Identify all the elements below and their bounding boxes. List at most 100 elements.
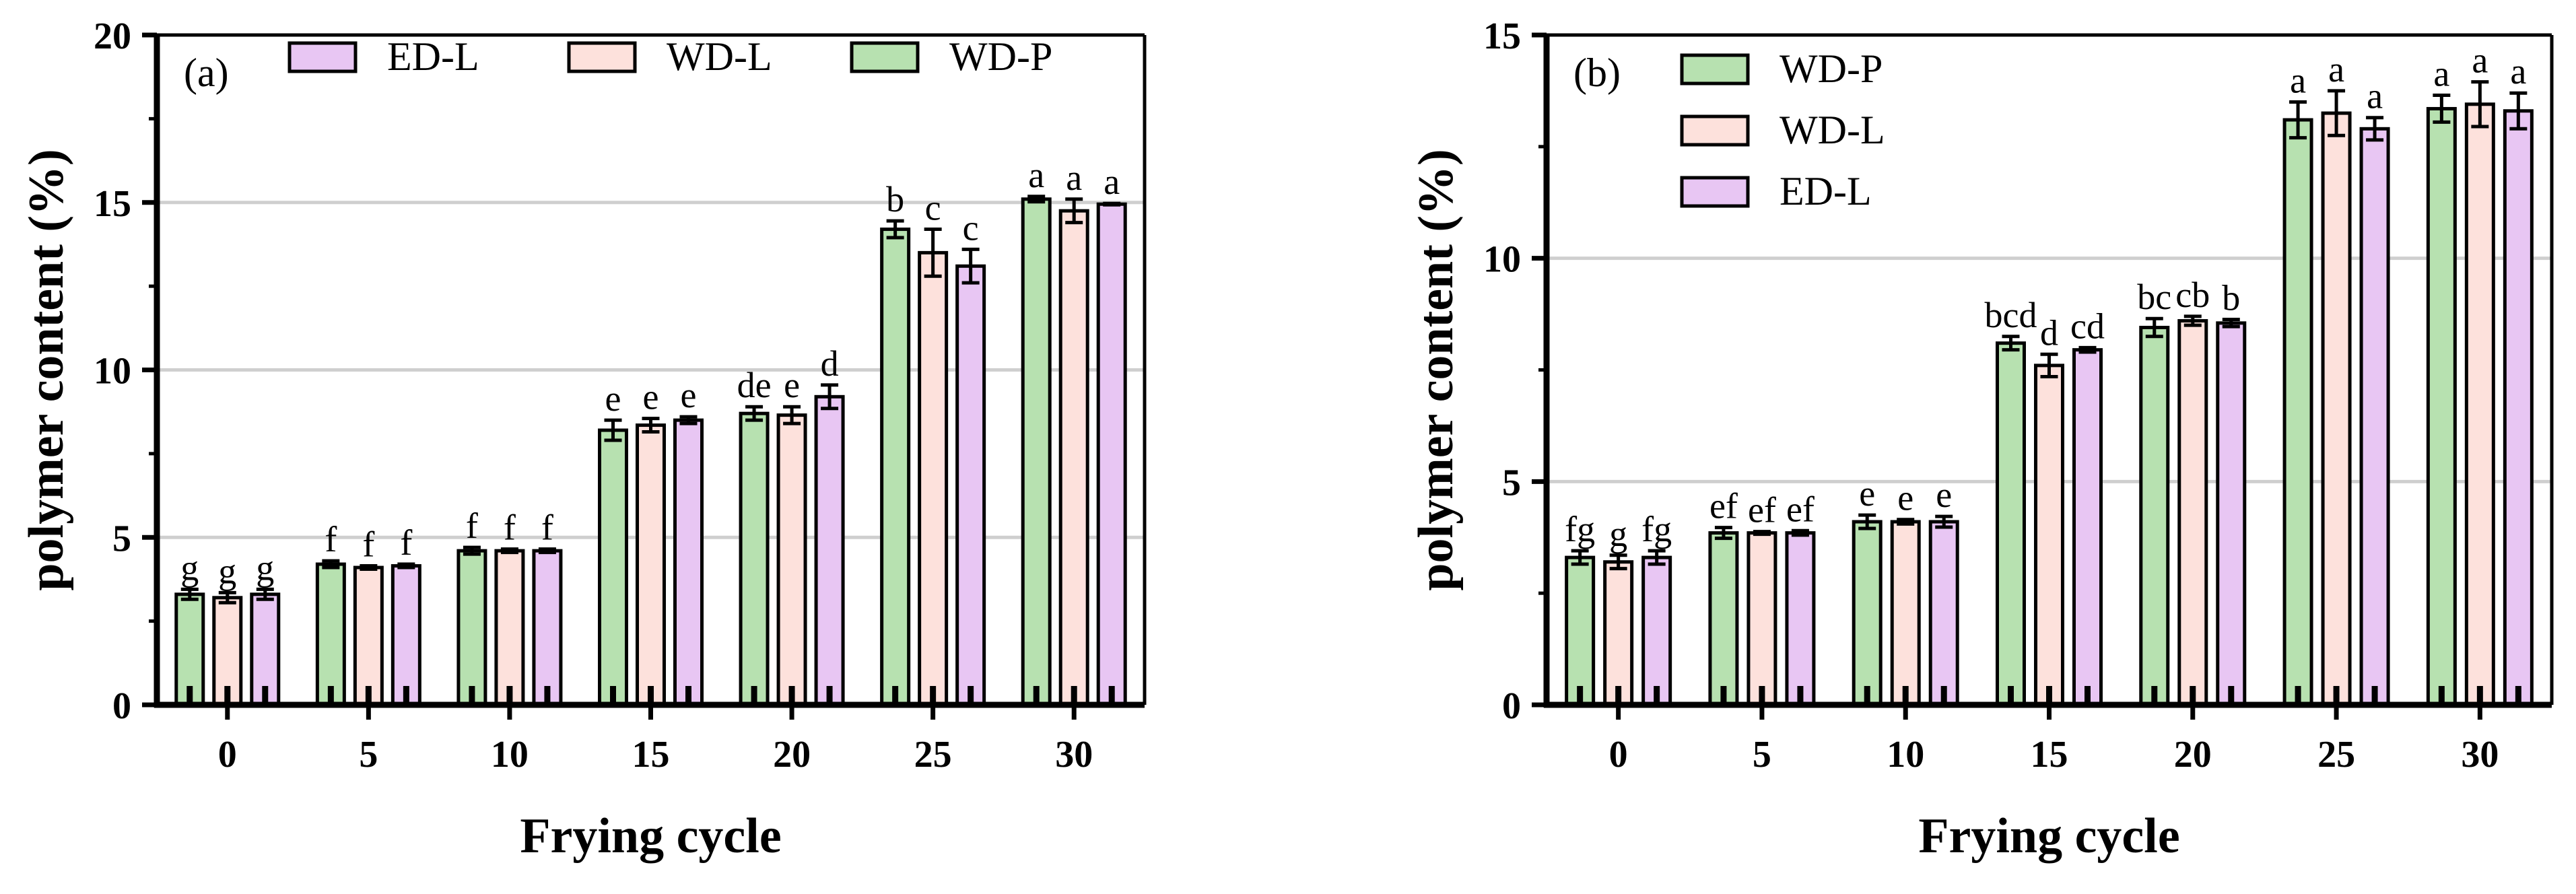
y-tick-label: 5 <box>1502 462 1521 504</box>
significance-label: ef <box>1709 486 1738 526</box>
bar-ed-l-cycle-20 <box>2216 321 2247 707</box>
x-tick-label: 10 <box>1887 734 1924 776</box>
significance-label: cd <box>2070 306 2105 346</box>
significance-label: f <box>400 522 412 563</box>
x-axis-title: Frying cycle <box>520 809 781 864</box>
significance-label: d <box>2040 312 2058 353</box>
bar-ed-l-cycle-25 <box>955 264 986 707</box>
y-axis-title: polymer content (%) <box>19 149 74 590</box>
significance-label: ef <box>1786 489 1815 529</box>
bar-ed-l-cycle-5 <box>1785 531 1816 707</box>
bar-wd-p-cycle-5 <box>315 562 346 707</box>
significance-label: c <box>963 207 979 248</box>
significance-label: a <box>2367 76 2383 116</box>
significance-label: cb <box>2175 275 2210 315</box>
significance-label: f <box>466 506 478 546</box>
legend-swatch-wd-l <box>1680 114 1750 147</box>
x-tick-label: 30 <box>2461 734 2499 776</box>
significance-label: f <box>541 508 553 548</box>
bar-ed-l-cycle-15 <box>2072 348 2103 707</box>
bar-wd-l-cycle-25 <box>2321 111 2352 707</box>
legend-swatch-ed-l <box>1680 176 1750 208</box>
significance-label: c <box>925 188 941 228</box>
x-tick-label: 25 <box>914 734 952 776</box>
x-tick-label: 25 <box>2317 734 2355 776</box>
legend-swatch-ed-l <box>287 41 358 73</box>
significance-label: a <box>2290 61 2306 101</box>
significance-label: a <box>2328 49 2344 90</box>
y-tick-label: 15 <box>94 183 131 225</box>
legend-label: ED-L <box>387 34 479 79</box>
x-tick-label: 5 <box>1753 734 1771 776</box>
bar-wd-p-cycle-15 <box>598 428 628 707</box>
bar-wd-p-cycle-0 <box>1565 555 1596 707</box>
bar-ed-l-cycle-20 <box>814 394 845 707</box>
significance-label: g <box>1609 514 1627 554</box>
significance-label: bcd <box>1985 295 2037 335</box>
legend-label: WD-P <box>1780 46 1883 91</box>
significance-label: b <box>886 179 904 219</box>
x-tick-label: 10 <box>491 734 529 776</box>
bar-wd-p-cycle-15 <box>1996 341 2026 707</box>
bar-wd-l-cycle-15 <box>636 423 666 707</box>
bar-wd-p-cycle-20 <box>2139 325 2170 707</box>
y-tick-label: 0 <box>112 685 131 727</box>
significance-label: g <box>218 551 236 591</box>
significance-label: fg <box>1641 509 1672 549</box>
x-tick-label: 15 <box>632 734 670 776</box>
bar-wd-l-cycle-30 <box>2464 102 2495 707</box>
x-tick-label: 15 <box>2031 734 2068 776</box>
bar-wd-l-cycle-10 <box>1890 520 1921 707</box>
bar-wd-l-cycle-20 <box>2177 319 2208 707</box>
significance-label: a <box>1066 158 1082 198</box>
bar-wd-p-cycle-30 <box>2426 106 2457 707</box>
x-tick-label: 20 <box>2174 734 2212 776</box>
x-tick-label: 20 <box>773 734 811 776</box>
legend-swatch-wd-p <box>1680 53 1750 85</box>
bar-ed-l-cycle-25 <box>2359 127 2390 707</box>
significance-label: e <box>1936 475 1952 515</box>
bar-ed-l-cycle-15 <box>673 418 704 707</box>
bar-wd-p-cycle-10 <box>1852 520 1883 707</box>
bar-wd-p-cycle-25 <box>880 228 911 707</box>
bar-wd-l-cycle-10 <box>494 549 525 707</box>
y-tick-label: 10 <box>1483 239 1521 281</box>
significance-label: e <box>643 377 659 417</box>
significance-label: e <box>605 378 621 419</box>
x-tick-label: 0 <box>218 734 237 776</box>
panel-label: (b) <box>1573 50 1621 95</box>
bar-wd-p-cycle-20 <box>739 411 770 707</box>
bar-wd-l-cycle-20 <box>776 413 807 707</box>
significance-label: a <box>1104 162 1120 202</box>
significance-label: a <box>1028 155 1044 195</box>
x-tick-label: 30 <box>1055 734 1093 776</box>
significance-label: f <box>362 524 374 565</box>
significance-label: g <box>256 547 274 588</box>
significance-label: f <box>504 508 516 548</box>
legend-label: WD-P <box>949 34 1052 79</box>
significance-label: g <box>180 547 199 588</box>
significance-label: fg <box>1565 509 1595 549</box>
x-tick-label: 5 <box>359 734 378 776</box>
bar-wd-l-cycle-25 <box>918 250 949 707</box>
significance-label: e <box>784 365 800 405</box>
y-axis-title: polymer content (%) <box>1409 149 1464 590</box>
legend-label: ED-L <box>1780 169 1872 213</box>
y-tick-label: 0 <box>1502 685 1521 727</box>
bar-ed-l-cycle-0 <box>1641 555 1672 707</box>
bar-wd-l-cycle-0 <box>1603 560 1634 707</box>
x-axis-title: Frying cycle <box>1918 809 2179 864</box>
legend-swatch-wd-p <box>850 41 920 73</box>
significance-label: ef <box>1748 490 1776 530</box>
bar-ed-l-cycle-10 <box>1928 520 1959 707</box>
bar-wd-l-cycle-5 <box>1747 531 1777 707</box>
significance-label: e <box>1859 473 1875 514</box>
panel-label: (a) <box>184 50 229 95</box>
bar-wd-l-cycle-15 <box>2034 364 2064 707</box>
significance-label: d <box>821 343 839 384</box>
significance-label: e <box>1897 478 1913 518</box>
bar-wd-p-cycle-5 <box>1708 531 1739 707</box>
significance-label: de <box>737 365 772 405</box>
